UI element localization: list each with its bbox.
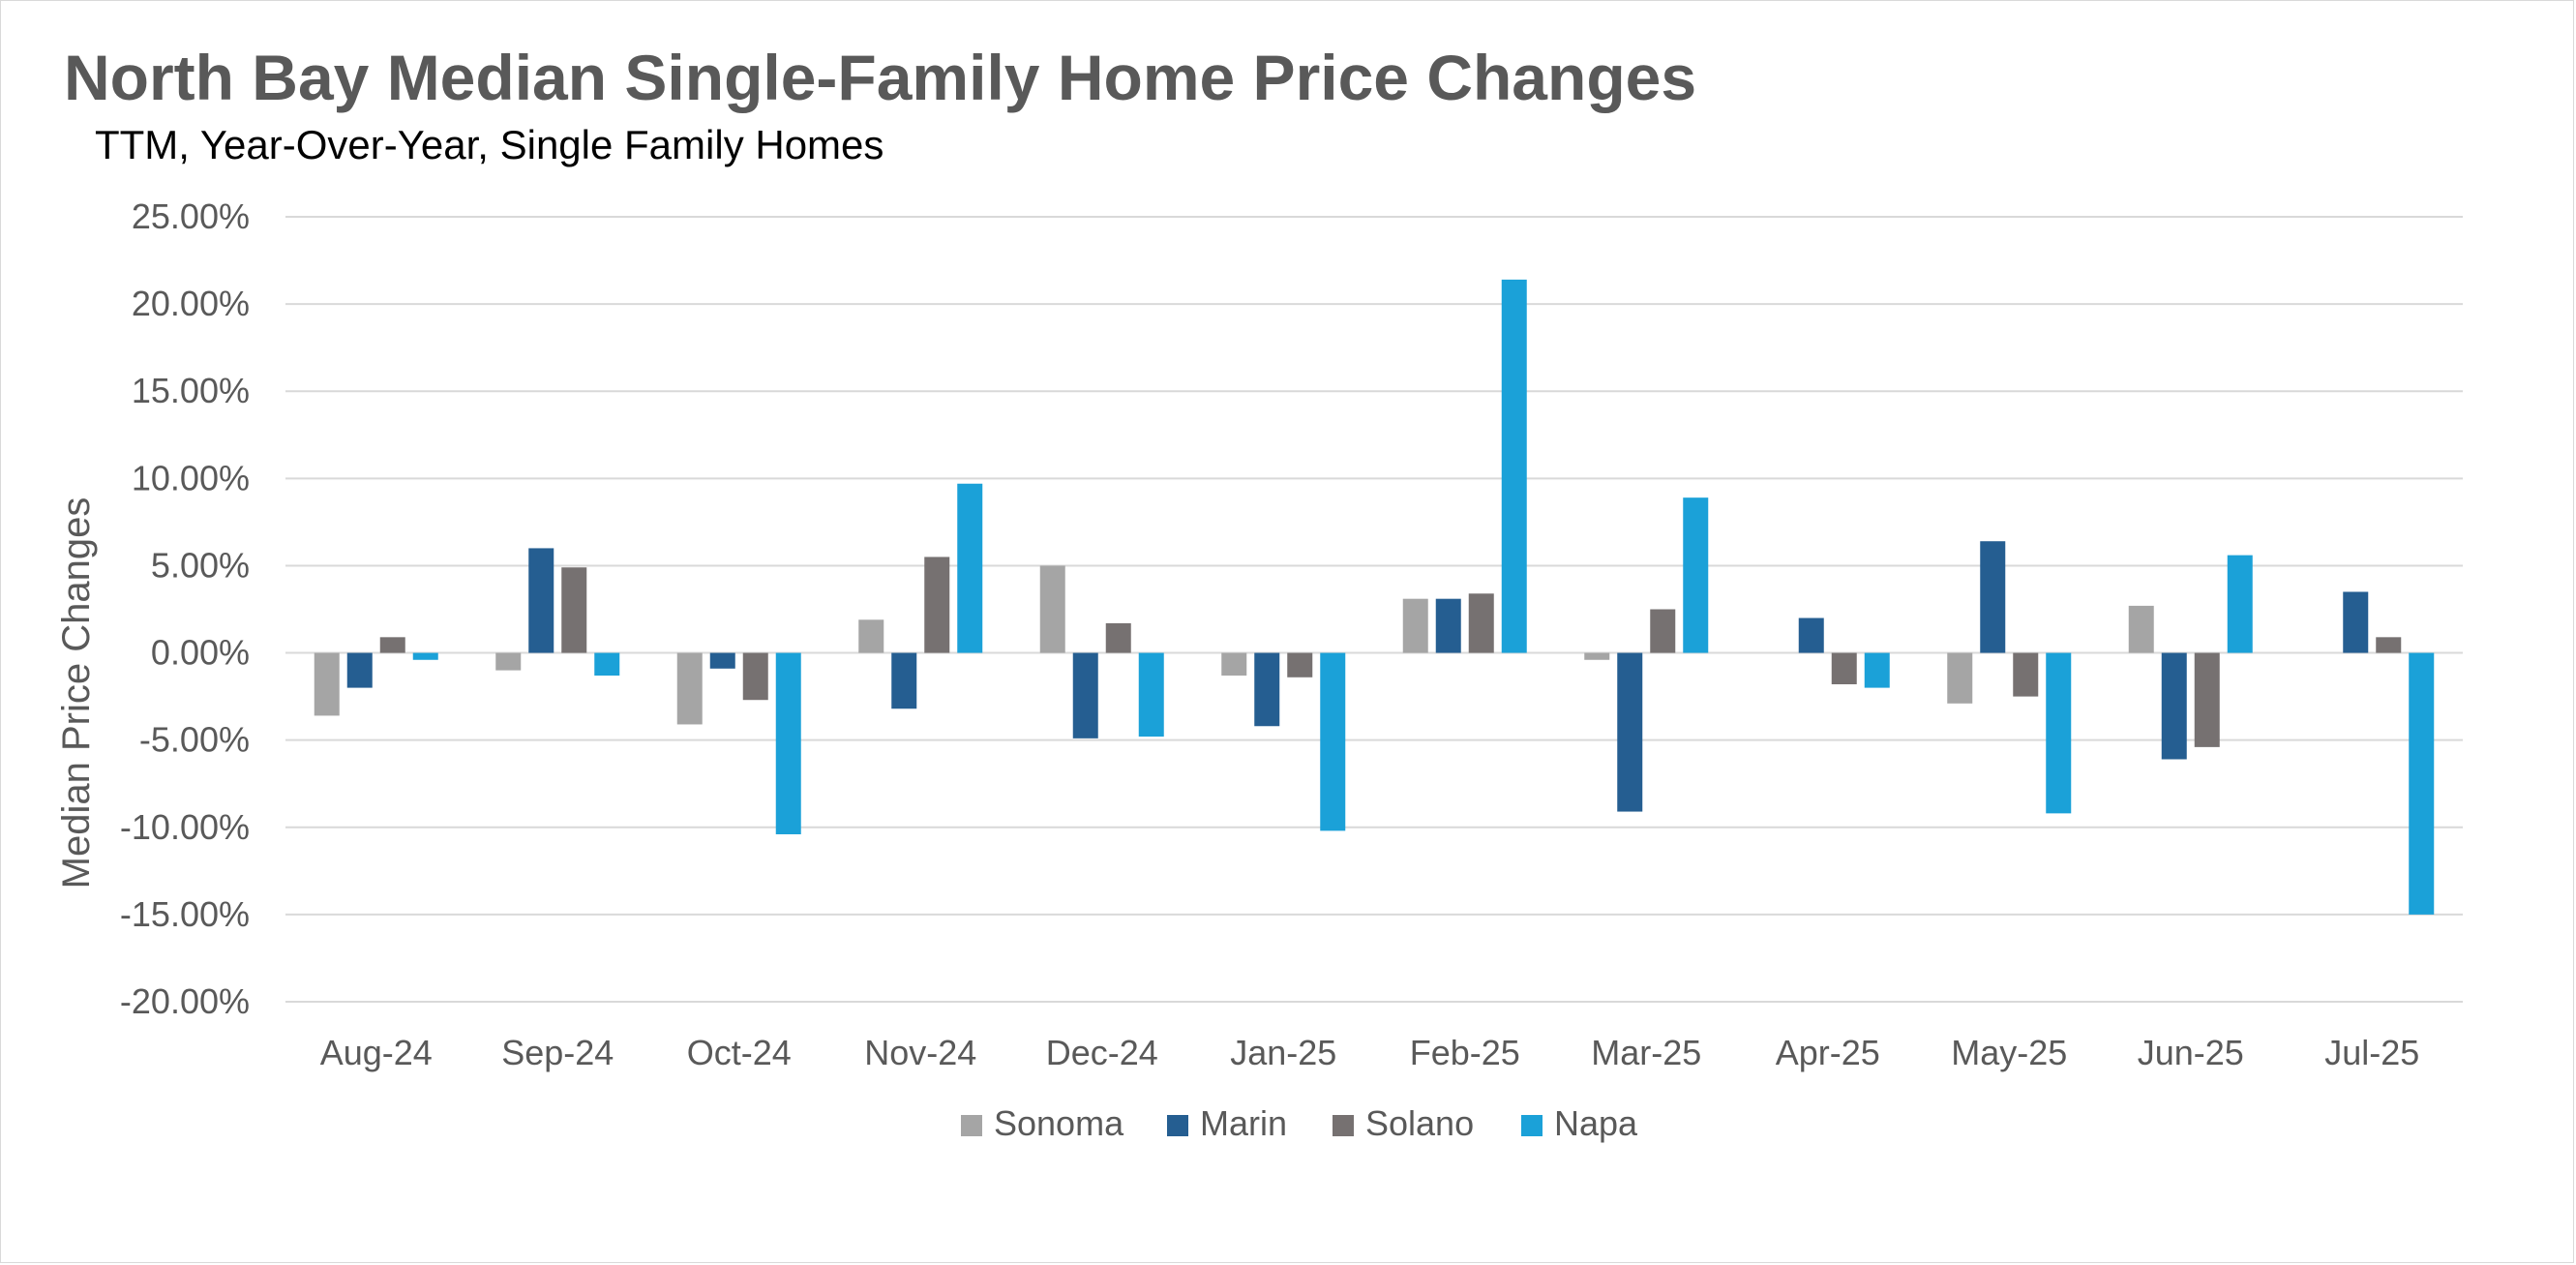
bar-napa-may-25 [2046, 652, 2072, 814]
bar-napa-jun-25 [2227, 555, 2253, 653]
bar-marin-jan-25 [1254, 652, 1280, 727]
bar-sonoma-oct-24 [676, 652, 703, 725]
y-tick-labels: 25.00% 20.00% 15.00% 10.00% 5.00% 0.00% -5.00%… [120, 196, 250, 1021]
bar-sonoma-mar-25 [1584, 652, 1610, 660]
x-tick-label: Feb-25 [1410, 1033, 1520, 1072]
y-tick-label: -5.00% [139, 720, 250, 760]
bar-sonoma-aug-24 [314, 652, 340, 716]
bar-marin-feb-25 [1435, 598, 1461, 653]
bar-solano-may-25 [2013, 652, 2039, 697]
bar-marin-mar-25 [1617, 652, 1643, 812]
x-tick-label: Apr-25 [1776, 1033, 1880, 1072]
bar-solano-jun-25 [2194, 652, 2220, 747]
bar-marin-oct-24 [709, 652, 735, 669]
bar-sonoma-may-25 [1947, 652, 1973, 704]
bar-marin-dec-24 [1072, 652, 1098, 738]
bar-napa-aug-24 [412, 652, 438, 660]
x-tick-labels: Aug-24 Sep-24 Oct-24 Nov-24 Dec-24 Jan-25 Feb-… [320, 1033, 2420, 1072]
bars [314, 279, 2435, 915]
y-axis-label: Median Price Changes [55, 497, 98, 889]
x-tick-label: May-25 [1951, 1033, 2067, 1072]
legend-label-marin: Marin [1200, 1103, 1287, 1143]
bar-napa-apr-25 [1864, 652, 1890, 688]
legend: Sonoma Marin Solano Napa [961, 1103, 1638, 1143]
bar-marin-nov-24 [891, 652, 917, 709]
bar-marin-apr-25 [1798, 617, 1824, 653]
x-tick-label: Oct-24 [687, 1033, 792, 1072]
x-tick-label: Jun-25 [2138, 1033, 2244, 1072]
bar-solano-oct-24 [742, 652, 768, 701]
bar-sonoma-jan-25 [1221, 652, 1247, 676]
bar-sonoma-nov-24 [858, 619, 884, 653]
bar-sonoma-jun-25 [2128, 605, 2154, 653]
bar-solano-feb-25 [1468, 593, 1494, 653]
legend-label-solano: Solano [1365, 1103, 1474, 1143]
y-tick-label: 10.00% [132, 458, 250, 497]
y-tick-label: -15.00% [120, 894, 250, 934]
x-tick-label: Nov-24 [864, 1033, 976, 1072]
x-tick-label: Jul-25 [2324, 1033, 2419, 1072]
bar-solano-sep-24 [561, 567, 587, 653]
y-tick-label: 25.00% [132, 196, 250, 236]
y-tick-label: 0.00% [151, 633, 250, 673]
x-tick-label: Dec-24 [1046, 1033, 1158, 1072]
chart-subtitle: TTM, Year-Over-Year, Single Family Homes [95, 122, 884, 167]
bar-sonoma-feb-25 [1402, 598, 1428, 653]
bar-sonoma-dec-24 [1039, 565, 1065, 653]
bar-napa-jan-25 [1320, 652, 1346, 831]
bar-solano-nov-24 [924, 557, 950, 653]
y-tick-label: -10.00% [120, 807, 250, 847]
legend-swatch-napa [1521, 1115, 1543, 1136]
x-tick-label: Jan-25 [1230, 1033, 1336, 1072]
bar-marin-sep-24 [528, 548, 554, 653]
bar-marin-aug-24 [346, 652, 373, 688]
bar-napa-feb-25 [1501, 279, 1527, 653]
bar-solano-jan-25 [1287, 652, 1313, 678]
gridlines [285, 216, 2463, 1003]
bar-napa-jul-25 [2409, 652, 2435, 915]
x-tick-label: Sep-24 [501, 1033, 614, 1072]
legend-label-sonoma: Sonoma [994, 1103, 1124, 1143]
bar-solano-apr-25 [1831, 652, 1857, 684]
bar-napa-dec-24 [1138, 652, 1164, 738]
legend-swatch-marin [1167, 1115, 1188, 1136]
bar-napa-nov-24 [957, 483, 983, 653]
bar-marin-jul-25 [2343, 591, 2369, 653]
bar-solano-dec-24 [1105, 622, 1131, 653]
y-tick-label: 5.00% [151, 545, 250, 585]
bar-solano-aug-24 [379, 637, 405, 653]
y-tick-label: -20.00% [120, 981, 250, 1021]
y-tick-label: 20.00% [132, 284, 250, 323]
x-tick-label: Mar-25 [1591, 1033, 1701, 1072]
legend-swatch-sonoma [961, 1115, 982, 1136]
legend-label-napa: Napa [1554, 1103, 1638, 1143]
bar-solano-mar-25 [1650, 609, 1676, 653]
bar-marin-may-25 [1980, 541, 2006, 653]
bar-solano-jul-25 [2376, 637, 2402, 653]
bar-sonoma-sep-24 [495, 652, 522, 671]
bar-napa-sep-24 [594, 652, 620, 676]
bar-napa-oct-24 [775, 652, 801, 834]
legend-swatch-solano [1333, 1115, 1354, 1136]
y-tick-label: 15.00% [132, 371, 250, 410]
bar-napa-mar-25 [1683, 497, 1709, 653]
x-tick-label: Aug-24 [320, 1033, 433, 1072]
chart-title: North Bay Median Single-Family Home Pric… [64, 42, 1697, 113]
bar-marin-jun-25 [2161, 652, 2187, 760]
